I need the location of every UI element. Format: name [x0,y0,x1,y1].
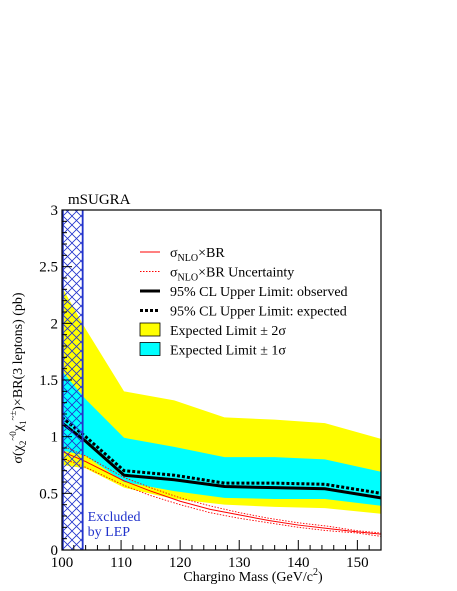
y-tick-label: 1 [51,430,59,446]
y-tick-label: 1.5 [39,373,58,389]
x-tick-label: 110 [110,555,132,571]
theory-uncertainty-lower [62,457,381,537]
legend-label: 95% CL Upper Limit: observed [170,285,348,300]
band-1sigma [62,370,381,506]
legend-label: 95% CL Upper Limit: expected [170,305,347,320]
x-axis-title: Chargino Mass (GeV/c2) [183,567,323,585]
legend-marker-1sigma [139,342,161,356]
y-axis-title: σ(χ2~0χ1~±)×BR(3 leptons) (pb) [8,292,28,464]
x-tick-label: 150 [346,555,369,571]
theory-uncertainty-upper [62,445,381,534]
x-tick-label: 140 [287,555,310,571]
expected-limit-line [62,416,381,495]
theory-line [62,450,381,535]
legend-label: σNLO×BR Uncertainty [170,266,294,284]
excluded-label-line: Excluded [88,510,141,525]
x-tick-label: 100 [51,555,74,571]
axis-ticks [61,209,382,551]
chart-title: mSUGRA [68,192,131,208]
y-tick-label: 2.5 [39,260,58,276]
excluded-label-line: by LEP [88,525,131,540]
legend-label: σNLO×BR [170,246,225,264]
excluded-region-hatch [62,210,83,550]
y-tick-label: 0.5 [39,486,58,502]
plot-area [62,210,381,550]
y-tick-label: 3 [51,203,59,219]
x-tick-label: 130 [228,555,251,571]
x-tick-label: 120 [169,555,192,571]
legend-label: Expected Limit ± 1σ [170,344,286,359]
y-tick-label: 2 [51,316,59,332]
y-tick-label: 0 [51,543,59,559]
legend-label: Expected Limit ± 2σ [170,324,286,339]
legend-marker-2sigma [139,322,161,337]
observed-limit-line [62,421,381,500]
tick-labels: 100 110 120 130 140 150 0 0.5 1 1.5 2 2.5 3 [39,203,368,571]
